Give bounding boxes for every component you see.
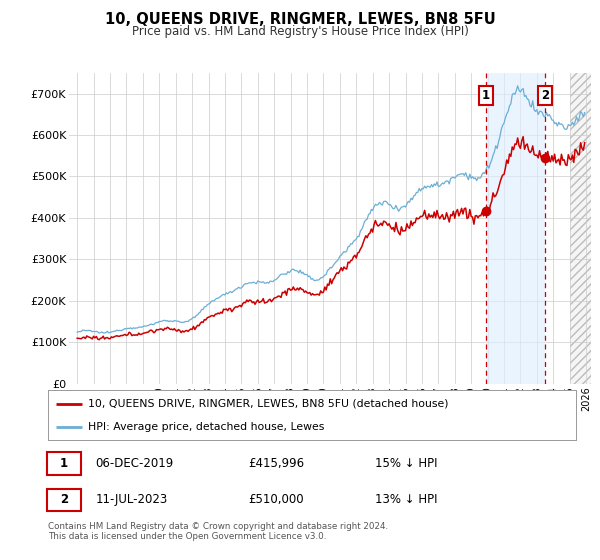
Text: 1: 1 — [482, 89, 490, 102]
Text: Price paid vs. HM Land Registry's House Price Index (HPI): Price paid vs. HM Land Registry's House … — [131, 25, 469, 38]
Bar — [486, 73, 545, 384]
FancyBboxPatch shape — [47, 452, 81, 475]
Text: 06-DEC-2019: 06-DEC-2019 — [95, 457, 174, 470]
Text: Contains HM Land Registry data © Crown copyright and database right 2024.
This d: Contains HM Land Registry data © Crown c… — [48, 522, 388, 542]
Text: 15% ↓ HPI: 15% ↓ HPI — [376, 457, 438, 470]
Text: £510,000: £510,000 — [248, 493, 304, 506]
FancyBboxPatch shape — [47, 488, 81, 511]
Text: 10, QUEENS DRIVE, RINGMER, LEWES, BN8 5FU: 10, QUEENS DRIVE, RINGMER, LEWES, BN8 5F… — [104, 12, 496, 27]
Text: HPI: Average price, detached house, Lewes: HPI: Average price, detached house, Lewe… — [88, 422, 324, 432]
Text: 11-JUL-2023: 11-JUL-2023 — [95, 493, 168, 506]
Text: 10, QUEENS DRIVE, RINGMER, LEWES, BN8 5FU (detached house): 10, QUEENS DRIVE, RINGMER, LEWES, BN8 5F… — [88, 399, 448, 409]
Text: 2: 2 — [60, 493, 68, 506]
Bar — [569, 73, 594, 384]
Text: 13% ↓ HPI: 13% ↓ HPI — [376, 493, 438, 506]
Text: 1: 1 — [60, 457, 68, 470]
Text: 2: 2 — [541, 89, 549, 102]
Bar — [569, 73, 594, 384]
Text: £415,996: £415,996 — [248, 457, 305, 470]
